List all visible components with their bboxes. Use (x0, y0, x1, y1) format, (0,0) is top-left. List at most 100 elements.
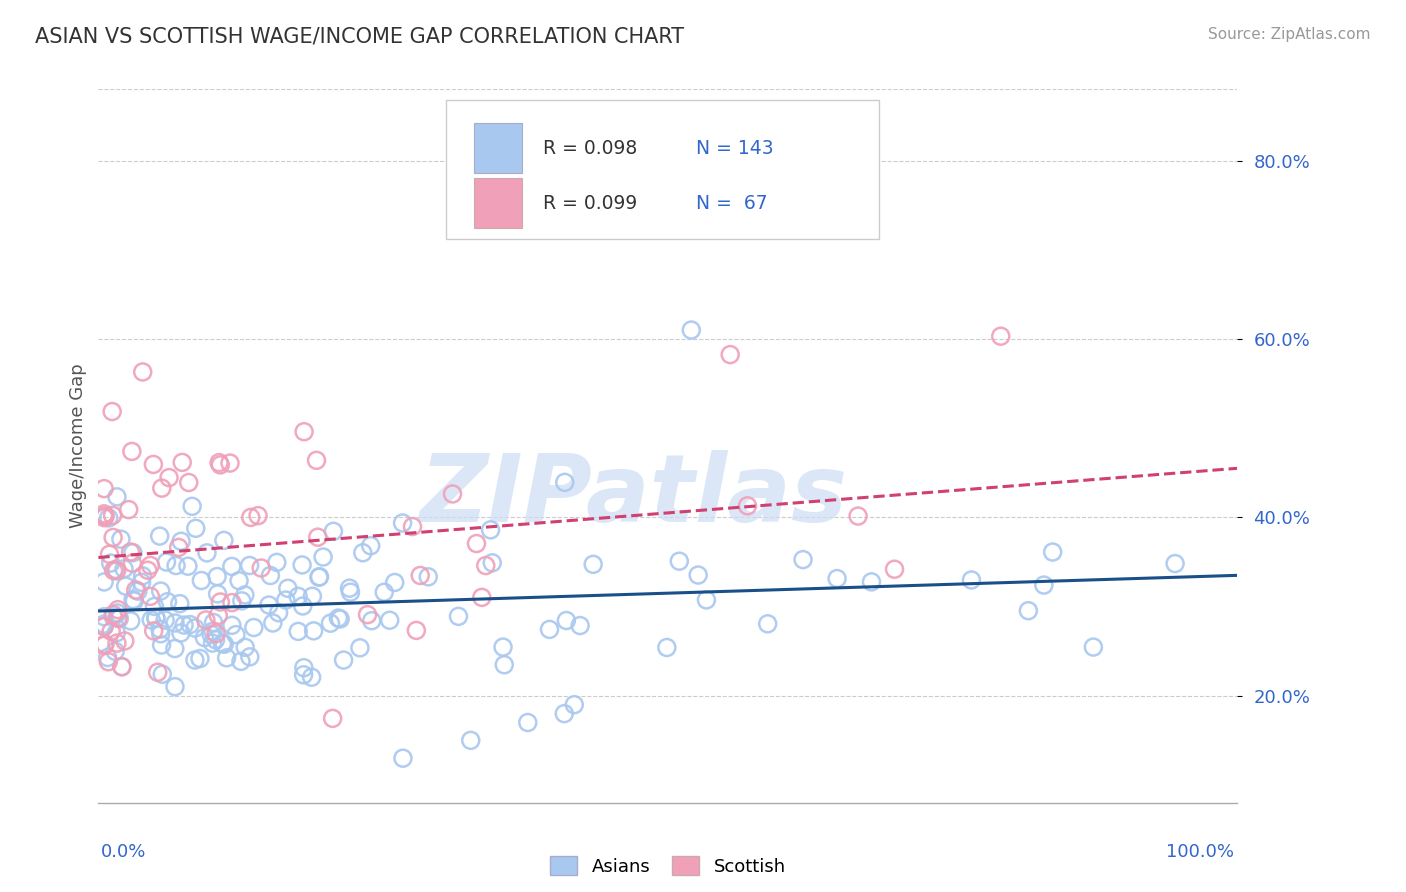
Point (127, 584, 149, 599)
FancyBboxPatch shape (474, 123, 522, 173)
Point (228, 574, 250, 588)
Point (479, 523, 502, 537)
Point (201, 624, 224, 639)
Point (142, 624, 165, 638)
Point (308, 570, 330, 584)
Point (471, 591, 494, 605)
Point (188, 651, 211, 665)
Point (231, 594, 253, 608)
Point (120, 614, 142, 628)
Point (221, 618, 243, 632)
Point (233, 588, 256, 602)
Point (292, 425, 315, 439)
Point (146, 665, 169, 680)
Point (287, 590, 309, 604)
Point (118, 502, 141, 516)
Point (156, 595, 179, 609)
Point (460, 733, 482, 747)
Point (267, 606, 290, 620)
Point (250, 561, 273, 575)
Point (990, 329, 1012, 343)
Point (474, 558, 496, 573)
Point (681, 323, 703, 337)
Point (239, 558, 262, 573)
Point (202, 615, 225, 630)
FancyBboxPatch shape (446, 100, 879, 239)
Point (1042, 545, 1064, 559)
Point (165, 558, 187, 573)
Point (391, 516, 413, 530)
Point (207, 587, 229, 601)
Point (239, 510, 262, 524)
Point (93, 609, 115, 624)
Point (205, 626, 228, 640)
Text: N = 143: N = 143 (696, 139, 773, 158)
Point (384, 575, 406, 590)
Point (860, 574, 883, 589)
Point (204, 632, 226, 647)
Point (97, 650, 120, 665)
Point (153, 613, 176, 627)
Point (108, 612, 131, 626)
Point (492, 640, 515, 654)
Point (322, 711, 344, 725)
Point (163, 680, 186, 694)
Point (101, 607, 124, 622)
Point (356, 607, 378, 622)
Point (110, 532, 132, 546)
Point (378, 613, 401, 627)
Point (107, 611, 129, 625)
Point (114, 634, 136, 648)
Point (465, 536, 488, 550)
Point (170, 626, 193, 640)
Point (233, 640, 256, 655)
Point (960, 573, 983, 587)
Point (301, 670, 323, 684)
Point (93, 617, 115, 632)
Point (97, 511, 120, 525)
Point (101, 531, 124, 545)
Point (121, 444, 143, 458)
Point (125, 582, 148, 597)
Point (98, 547, 121, 561)
Point (405, 624, 427, 638)
Point (107, 602, 129, 616)
Point (737, 499, 759, 513)
Point (163, 641, 186, 656)
Point (328, 611, 350, 625)
Point (136, 563, 159, 577)
Point (307, 530, 329, 544)
Point (94, 509, 117, 524)
Point (93, 619, 115, 633)
Point (688, 568, 710, 582)
Point (277, 582, 299, 596)
Point (150, 667, 173, 681)
Point (208, 456, 231, 470)
Point (332, 653, 354, 667)
Point (494, 657, 516, 672)
Point (562, 698, 585, 712)
Point (111, 659, 134, 673)
Point (352, 546, 374, 560)
Point (259, 568, 281, 582)
Point (172, 455, 194, 469)
Point (291, 599, 314, 613)
Point (695, 593, 717, 607)
Point (308, 570, 330, 584)
Point (193, 631, 215, 645)
Y-axis label: Wage/Income Gap: Wage/Income Gap (69, 364, 87, 528)
Point (100, 624, 122, 639)
Point (120, 545, 142, 559)
Point (104, 562, 127, 576)
Point (516, 715, 538, 730)
Text: 100.0%: 100.0% (1167, 843, 1234, 861)
Point (155, 555, 177, 569)
Point (209, 595, 232, 609)
Point (105, 625, 128, 640)
Point (112, 562, 135, 576)
Point (291, 558, 314, 572)
Point (319, 616, 342, 631)
Point (149, 584, 172, 599)
Point (150, 481, 173, 495)
Point (143, 599, 166, 614)
